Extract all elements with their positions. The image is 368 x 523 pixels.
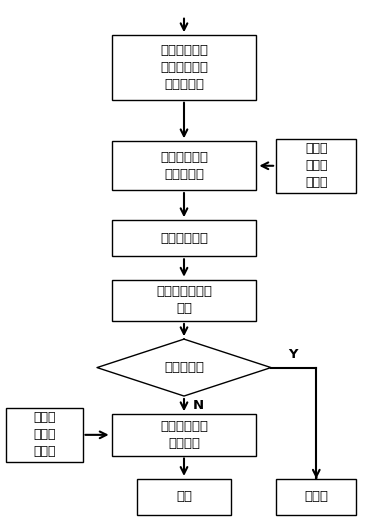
FancyBboxPatch shape	[276, 139, 356, 193]
FancyBboxPatch shape	[137, 479, 231, 515]
Text: 不合格品的判
断与剔除: 不合格品的判 断与剔除	[160, 420, 208, 450]
FancyBboxPatch shape	[276, 479, 356, 515]
Polygon shape	[97, 339, 271, 396]
FancyBboxPatch shape	[112, 35, 256, 100]
Text: 相机光圈、曝
光时间、合格
范围等设置: 相机光圈、曝 光时间、合格 范围等设置	[160, 44, 208, 91]
FancyBboxPatch shape	[112, 280, 256, 321]
Text: 合格品: 合格品	[304, 491, 328, 504]
FancyBboxPatch shape	[6, 407, 82, 462]
FancyBboxPatch shape	[112, 414, 256, 456]
FancyBboxPatch shape	[112, 220, 256, 256]
Text: 钢针顶部高度的
计算: 钢针顶部高度的 计算	[156, 286, 212, 315]
Text: 外部触
发与控
制信号: 外部触 发与控 制信号	[33, 412, 56, 458]
Text: 是否合格？: 是否合格？	[164, 361, 204, 374]
Text: 钢针图像处理: 钢针图像处理	[160, 232, 208, 245]
Text: 外部触
发与控
制信号: 外部触 发与控 制信号	[305, 142, 328, 189]
Text: 产品实时图像
拍摄与传输: 产品实时图像 拍摄与传输	[160, 151, 208, 181]
Text: N: N	[193, 399, 204, 412]
Text: 废品: 废品	[176, 491, 192, 504]
Text: Y: Y	[288, 348, 297, 361]
FancyBboxPatch shape	[112, 141, 256, 190]
